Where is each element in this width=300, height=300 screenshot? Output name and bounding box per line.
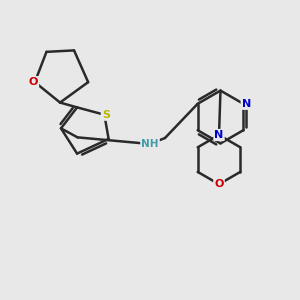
Text: S: S (102, 110, 110, 120)
Text: O: O (214, 179, 224, 189)
Text: N: N (242, 99, 251, 109)
Text: N: N (214, 130, 224, 140)
Text: O: O (29, 77, 38, 87)
Text: NH: NH (141, 139, 159, 149)
